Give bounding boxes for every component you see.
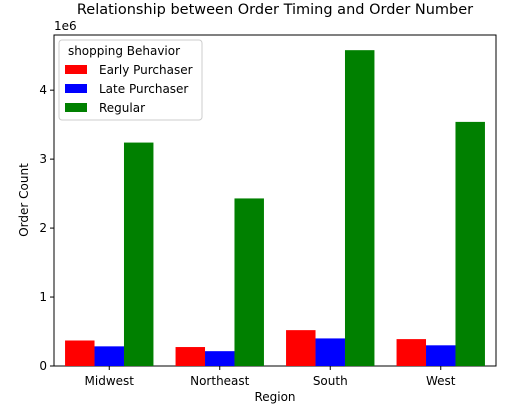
bar-regular-west [455, 121, 485, 366]
x-tick-label: West [426, 374, 456, 388]
x-tick-label: Northeast [190, 374, 250, 388]
x-tick-label: South [313, 374, 348, 388]
legend-label: Late Purchaser [99, 82, 188, 96]
bar-regular-midwest [123, 142, 154, 366]
y-tick-label: 4 [39, 83, 47, 97]
bar-early-purchaser-midwest [65, 340, 95, 366]
bars-group [65, 50, 485, 367]
legend-title: shopping Behavior [68, 44, 180, 58]
x-axis-label: Region [254, 390, 295, 404]
plot-area-frame [53, 34, 497, 367]
legend: shopping Behavior Early Purchaser Late Pur… [58, 39, 203, 121]
bar-late-purchaser-northeast [205, 351, 235, 366]
bar-regular-south [344, 50, 375, 367]
bar-regular-northeast [234, 198, 264, 366]
legend-swatch [65, 65, 87, 74]
y-axis: 0 1 2 3 4 [39, 83, 54, 373]
y-offset-text: 1e6 [54, 19, 77, 33]
bar-late-purchaser-midwest [94, 346, 124, 366]
legend-swatch [65, 84, 87, 93]
y-tick-label: 0 [39, 359, 47, 373]
bar-late-purchaser-west [426, 345, 456, 366]
y-tick-label: 1 [39, 290, 47, 304]
legend-label: Early Purchaser [99, 63, 193, 77]
x-axis: Midwest Northeast South West [85, 366, 456, 388]
bar-early-purchaser-south [286, 330, 316, 366]
y-tick-label: 3 [39, 152, 47, 166]
chart-title: Relationship between Order Timing and Or… [77, 2, 473, 18]
y-axis-label: Order Count [17, 163, 31, 237]
y-tick-label: 2 [39, 221, 47, 235]
legend-label: Regular [99, 101, 145, 115]
bar-late-purchaser-south [315, 338, 345, 366]
legend-box [58, 39, 203, 121]
bar-early-purchaser-west [396, 339, 427, 366]
bar-early-purchaser-northeast [175, 347, 206, 366]
x-tick-label: Midwest [85, 374, 135, 388]
legend-swatch [65, 103, 87, 112]
